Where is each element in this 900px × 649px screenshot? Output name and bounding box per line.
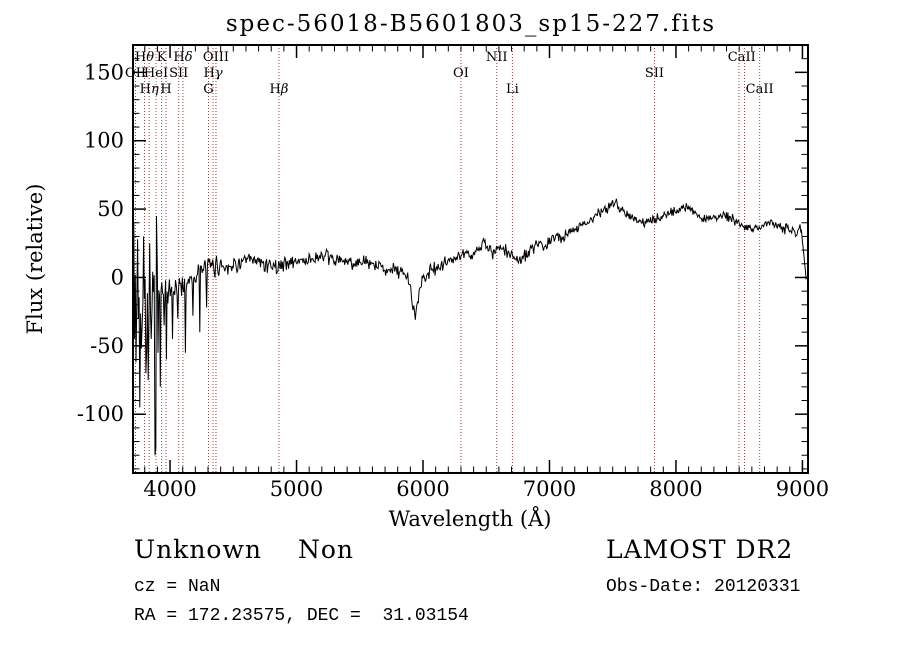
spectral-line-label: OII [125,66,146,81]
spectral-line-label: K [157,50,167,65]
axis-tick-labels: 4000 5000 6000 7000 8000 9000 -100 -50 0 50 100 150 [77,60,829,501]
spectral-line-label: Li [506,82,519,97]
x-tick-label: 8000 [649,477,702,501]
x-tick-label: 4000 [143,477,196,501]
spectral-line-markers [135,45,761,473]
spectral-line-label: OIII [203,50,229,65]
spectral-line-label: Hβ [270,82,289,97]
class-label: Unknown [134,535,262,564]
y-tick-label: 50 [97,197,124,221]
survey-label: LAMOST DR2 [606,535,794,564]
spectral-line-label: NII [486,50,508,65]
y-axis-label: Flux (relative) [23,184,47,335]
spectral-line-label: Hθ [135,50,154,65]
obs-date-text: Obs-Date: 20120331 [606,577,801,597]
subclass-label: Non [297,535,355,564]
plot-title: spec-56018-B5601803_sp15-227.fits [225,11,717,37]
y-tick-label: 150 [84,60,124,84]
spectral-line-label: SII [169,66,188,81]
spectral-line-label: Hδ [173,50,192,65]
classification-text: Unknown Non [134,535,354,564]
spectral-line-label: CaII [728,50,756,65]
x-tick-label: 6000 [396,477,449,501]
x-tick-label: 7000 [523,477,576,501]
x-axis-label: Wavelength (Å) [389,506,552,531]
y-tick-label: -50 [90,334,124,358]
y-tick-label: 100 [84,129,124,153]
spectral-line-label: Hγ [203,66,222,81]
x-tick-label: 5000 [270,477,323,501]
spectral-line-label: Hη [140,82,159,97]
spectral-line-label: H [160,82,171,97]
plot-frame-and-ticks [132,44,809,474]
spectral-line-label: G [203,82,213,97]
spectral-line-label: CaII [746,82,774,97]
x-tick-label: 9000 [776,477,829,501]
y-tick-label: 0 [111,265,124,289]
spectrum-curve [132,198,809,456]
plot-frame [132,44,809,474]
cz-text: cz = NaN [134,577,221,597]
spectrum-flux-path [132,198,809,456]
spectral-line-label: SII [645,66,664,81]
spectral-line-label: OI [453,66,469,81]
y-tick-label: -100 [77,402,124,426]
ra-dec-text: RA = 172.23575, DEC = 31.03154 [134,606,469,626]
spectral-line-label: HeI [144,66,168,81]
